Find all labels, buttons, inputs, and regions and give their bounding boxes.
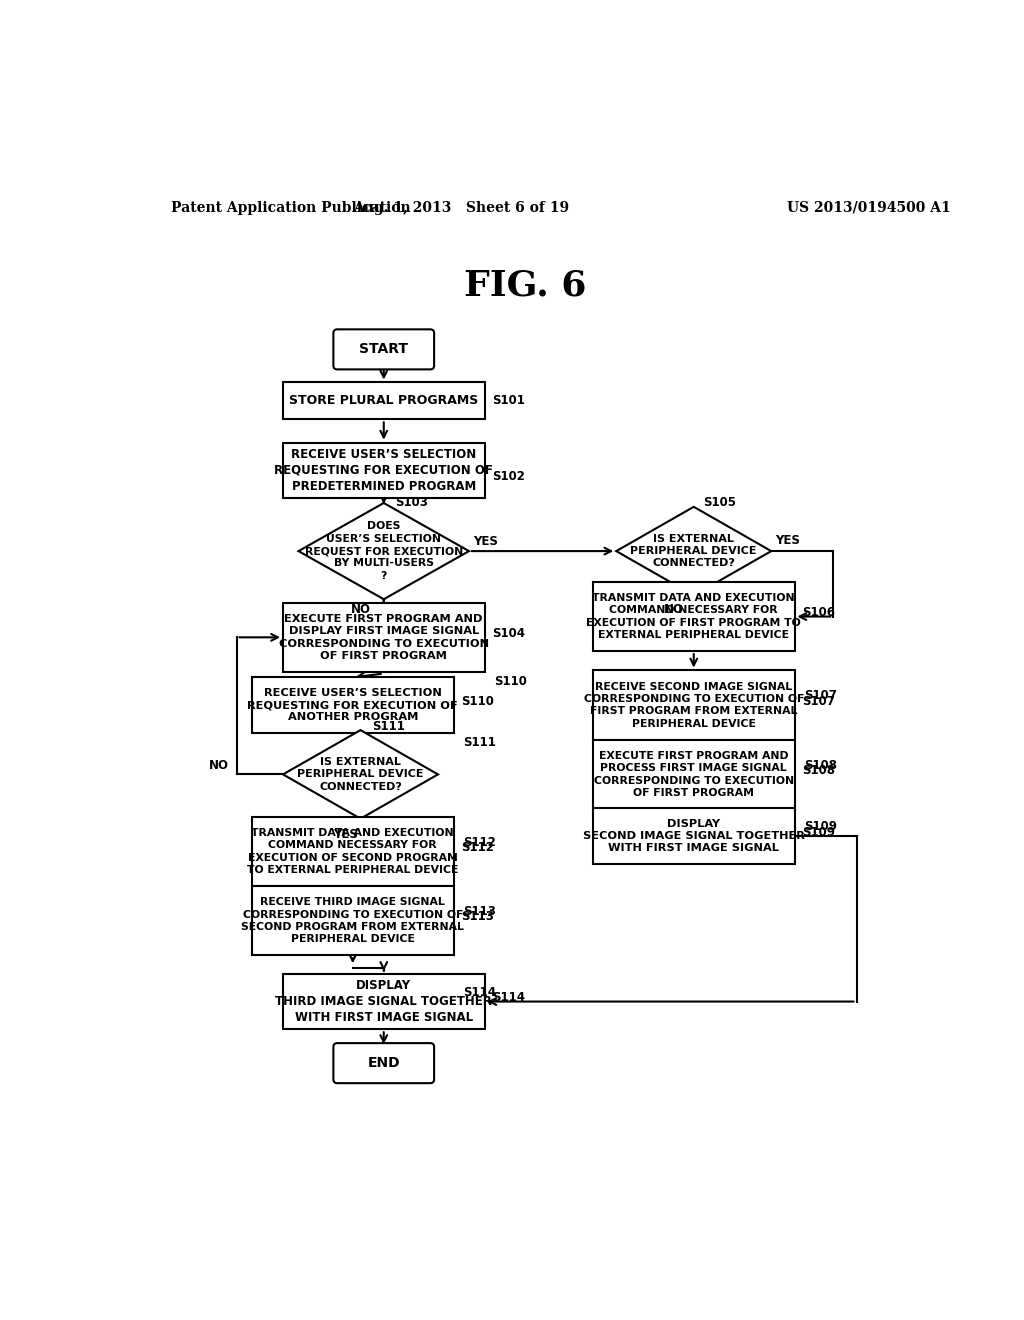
Text: TRANSMIT DATA AND EXECUTION
COMMAND NECESSARY FOR
EXECUTION OF FIRST PROGRAM TO
: TRANSMIT DATA AND EXECUTION COMMAND NECE…: [587, 593, 801, 640]
Text: S112: S112: [461, 841, 495, 854]
Bar: [252, 817, 454, 886]
Text: NO: NO: [665, 603, 684, 615]
Text: US 2013/0194500 A1: US 2013/0194500 A1: [786, 201, 950, 215]
Text: YES: YES: [473, 536, 498, 548]
Bar: [252, 677, 454, 733]
Text: IS EXTERNAL
PERIPHERAL DEVICE
CONNECTED?: IS EXTERNAL PERIPHERAL DEVICE CONNECTED?: [631, 533, 757, 569]
Text: S110: S110: [494, 675, 526, 688]
Text: NO: NO: [209, 759, 229, 772]
Text: S108: S108: [804, 759, 837, 772]
Text: RECEIVE USER’S SELECTION
REQUESTING FOR EXECUTION OF
PREDETERMINED PROGRAM: RECEIVE USER’S SELECTION REQUESTING FOR …: [274, 447, 494, 492]
Text: STORE PLURAL PROGRAMS: STORE PLURAL PROGRAMS: [289, 395, 478, 408]
Text: EXECUTE FIRST PROGRAM AND
DISPLAY FIRST IMAGE SIGNAL
CORRESPONDING TO EXECUTION
: EXECUTE FIRST PROGRAM AND DISPLAY FIRST …: [279, 614, 488, 661]
Text: Aug. 1, 2013   Sheet 6 of 19: Aug. 1, 2013 Sheet 6 of 19: [353, 201, 569, 215]
Bar: [283, 974, 484, 1030]
Text: RECEIVE SECOND IMAGE SIGNAL
CORRESPONDING TO EXECUTION OF
FIRST PROGRAM FROM EXT: RECEIVE SECOND IMAGE SIGNAL CORRESPONDIN…: [584, 681, 804, 729]
FancyBboxPatch shape: [334, 330, 434, 370]
Text: S114: S114: [463, 986, 496, 999]
Text: END: END: [368, 1056, 400, 1071]
Bar: [283, 442, 484, 498]
Bar: [252, 886, 454, 956]
Text: S103: S103: [395, 496, 428, 510]
Text: S109: S109: [804, 820, 837, 833]
Text: YES: YES: [334, 828, 358, 841]
Text: FIG. 6: FIG. 6: [464, 268, 586, 302]
Text: START: START: [359, 342, 409, 356]
Bar: [593, 808, 795, 863]
Polygon shape: [283, 730, 438, 818]
Bar: [593, 671, 795, 739]
Polygon shape: [616, 507, 771, 595]
Text: S106: S106: [802, 606, 836, 619]
Text: S105: S105: [703, 496, 736, 510]
Text: S111: S111: [372, 719, 406, 733]
Text: S113: S113: [463, 906, 496, 917]
Text: S113: S113: [461, 911, 495, 924]
Polygon shape: [299, 503, 469, 599]
Text: S114: S114: [493, 991, 525, 1005]
Text: NO: NO: [351, 603, 372, 615]
Bar: [283, 383, 484, 420]
Text: S102: S102: [493, 470, 525, 483]
Text: RECEIVE USER’S SELECTION
REQUESTING FOR EXECUTION OF
ANOTHER PROGRAM: RECEIVE USER’S SELECTION REQUESTING FOR …: [248, 688, 458, 722]
Bar: [593, 582, 795, 651]
Text: TRANSMIT DATA AND EXECUTION
COMMAND NECESSARY FOR
EXECUTION OF SECOND PROGRAM
TO: TRANSMIT DATA AND EXECUTION COMMAND NECE…: [247, 828, 459, 875]
Text: S107: S107: [804, 689, 837, 702]
Text: DISPLAY
SECOND IMAGE SIGNAL TOGETHER
WITH FIRST IMAGE SIGNAL: DISPLAY SECOND IMAGE SIGNAL TOGETHER WIT…: [583, 818, 805, 854]
Text: S112: S112: [463, 836, 496, 849]
Text: S108: S108: [802, 764, 836, 777]
Bar: [283, 603, 484, 672]
Text: DISPLAY
THIRD IMAGE SIGNAL TOGETHER
WITH FIRST IMAGE SIGNAL: DISPLAY THIRD IMAGE SIGNAL TOGETHER WITH…: [275, 979, 493, 1024]
Text: IS EXTERNAL
PERIPHERAL DEVICE
CONNECTED?: IS EXTERNAL PERIPHERAL DEVICE CONNECTED?: [297, 756, 424, 792]
Text: Patent Application Publication: Patent Application Publication: [171, 201, 411, 215]
Text: EXECUTE FIRST PROGRAM AND
PROCESS FIRST IMAGE SIGNAL
CORRESPONDING TO EXECUTION
: EXECUTE FIRST PROGRAM AND PROCESS FIRST …: [594, 751, 794, 799]
FancyBboxPatch shape: [334, 1043, 434, 1084]
Text: S111: S111: [463, 735, 496, 748]
Text: RECEIVE THIRD IMAGE SIGNAL
CORRESPONDING TO EXECUTION OF
SECOND PROGRAM FROM EXT: RECEIVE THIRD IMAGE SIGNAL CORRESPONDING…: [242, 898, 464, 944]
Text: S101: S101: [493, 395, 525, 408]
Text: YES: YES: [775, 533, 800, 546]
Text: S104: S104: [493, 627, 525, 640]
Text: S109: S109: [802, 825, 836, 838]
Text: S107: S107: [802, 694, 836, 708]
Text: S110: S110: [461, 694, 495, 708]
Bar: [593, 739, 795, 809]
Text: DOES
USER’S SELECTION
REQUEST FOR EXECUTION
BY MULTI-USERS
?: DOES USER’S SELECTION REQUEST FOR EXECUT…: [304, 521, 463, 581]
